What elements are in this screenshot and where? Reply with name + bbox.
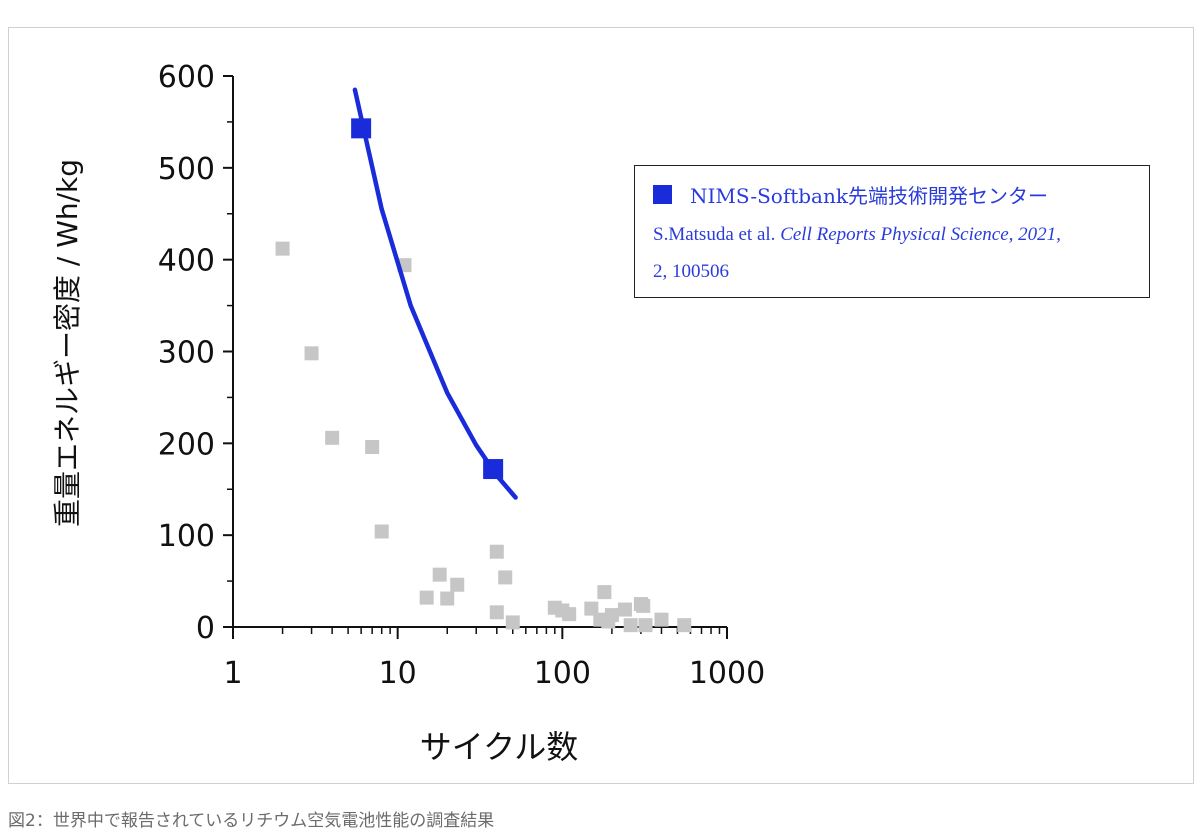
- data-point-other: [489, 605, 504, 620]
- y-tick-label: 600: [158, 60, 215, 95]
- data-point-other: [597, 585, 612, 600]
- x-tick-label: 1: [223, 656, 242, 691]
- data-point-other: [374, 524, 389, 539]
- legend-ref-volume: 2, 100506: [653, 261, 729, 282]
- data-point-other: [562, 607, 577, 622]
- data-point-other: [432, 567, 447, 582]
- data-point-other: [498, 570, 513, 585]
- data-point-other: [677, 618, 692, 633]
- data-point-highlight: [351, 118, 372, 139]
- data-point-other: [440, 591, 455, 606]
- data-point-highlight: [483, 459, 504, 480]
- chart: 0 100 200 300 400 500 600 1 10 100 1000 サイクル数 重量エネルギ…: [51, 60, 765, 766]
- legend-reference: S.Matsuda et al. Cell Reports Physical S…: [653, 224, 1061, 246]
- x-axis-title: サイクル数: [420, 728, 578, 766]
- y-tick-label: 300: [158, 336, 215, 371]
- data-point-other: [419, 590, 434, 605]
- legend-ref-journal: Cell Reports Physical Science, 2021,: [780, 224, 1061, 245]
- legend: NIMS-Softbank先端技術開発センター S.Matsuda et al.…: [634, 165, 1150, 298]
- data-point-other: [489, 544, 504, 559]
- data-point-other: [450, 577, 465, 592]
- y-axis-title: 重量エネルギー密度 / Wh/kg: [51, 159, 84, 527]
- data-point-other: [623, 618, 638, 633]
- y-tick-label: 200: [158, 427, 215, 462]
- data-point-other: [636, 598, 651, 613]
- data-point-other: [275, 241, 290, 256]
- data-point-other: [638, 618, 653, 633]
- y-tick-label: 400: [158, 244, 215, 279]
- legend-series-name: NIMS-Softbank先端技術開発センター: [690, 184, 1048, 208]
- figure-frame: 0 100 200 300 400 500 600 1 10 100 1000 サイクル数 重量エネルギ…: [8, 27, 1194, 784]
- x-tick-label: 100: [534, 656, 591, 691]
- legend-ref-authors: S.Matsuda et al.: [653, 224, 781, 245]
- data-point-other: [365, 440, 380, 455]
- data-point-other: [654, 612, 669, 627]
- data-point-other: [584, 601, 599, 616]
- figure-caption: 図2：世界中で報告されているリチウム空気電池性能の調査結果: [8, 811, 495, 831]
- legend-swatch: [653, 185, 672, 204]
- trend-line: [352, 87, 518, 500]
- data-point-other: [617, 602, 632, 617]
- x-tick-label: 1000: [689, 656, 765, 691]
- data-point-other: [505, 615, 520, 630]
- x-tick-label: 10: [379, 656, 417, 691]
- y-tick-label: 0: [196, 611, 215, 646]
- data-point-other: [604, 608, 619, 623]
- data-point-other: [304, 346, 319, 361]
- data-point-other: [325, 430, 340, 445]
- y-tick-label: 100: [158, 519, 215, 554]
- y-tick-label: 500: [158, 152, 215, 187]
